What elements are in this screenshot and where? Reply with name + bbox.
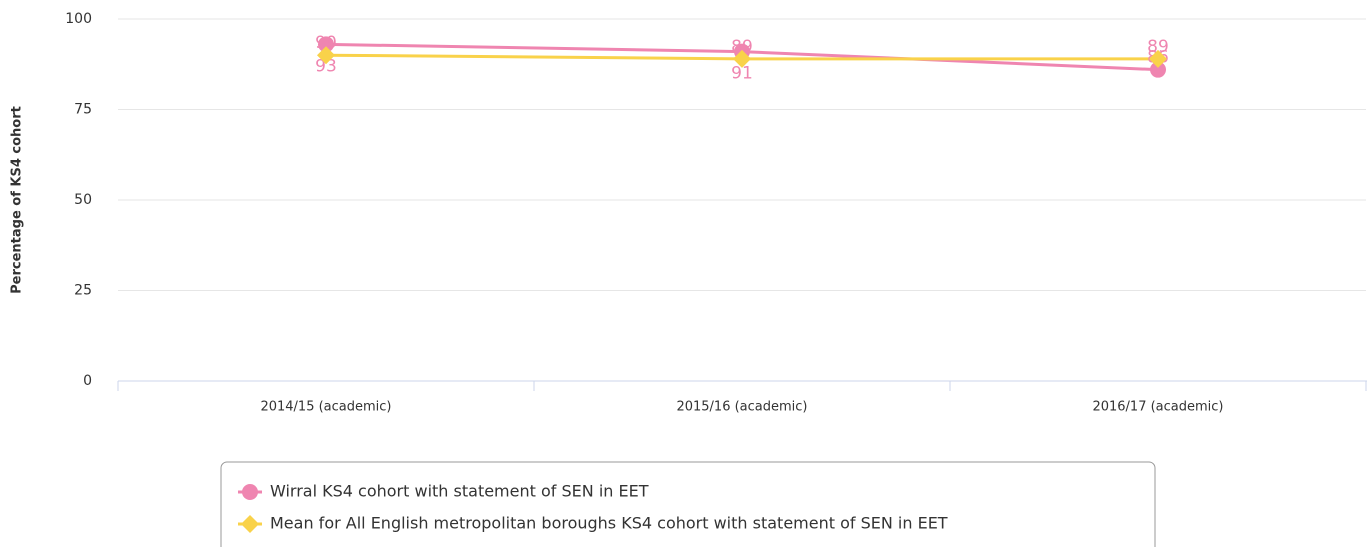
legend-marker bbox=[241, 515, 259, 533]
point bbox=[1149, 49, 1167, 68]
x-tick-label: 2014/15 (academic) bbox=[260, 400, 391, 415]
legend-marker bbox=[242, 484, 258, 500]
legend-label: Wirral KS4 cohort with statement of SEN … bbox=[270, 482, 649, 501]
data-label: 89 bbox=[731, 37, 753, 57]
point bbox=[318, 36, 334, 53]
data-label: 91 bbox=[731, 64, 753, 84]
y-tick-label: 75 bbox=[74, 102, 92, 118]
legend-box bbox=[220, 461, 1156, 547]
y-tick-label: 50 bbox=[74, 192, 92, 208]
y-tick-label: 100 bbox=[65, 11, 92, 27]
x-tick-label: 2016/17 (academic) bbox=[1092, 400, 1223, 415]
point bbox=[317, 46, 335, 65]
point bbox=[733, 49, 751, 68]
y-tick-label: 25 bbox=[74, 283, 92, 299]
point bbox=[1150, 61, 1166, 78]
x-tick-label: 2015/16 (academic) bbox=[676, 400, 807, 415]
data-label: 93 bbox=[315, 56, 337, 76]
y-axis-title: Percentage of KS4 cohort bbox=[10, 106, 25, 294]
y-tick-label: 0 bbox=[83, 373, 92, 389]
data-label: 90 bbox=[315, 33, 337, 53]
legend-label: Mean for All English metropolitan boroug… bbox=[270, 514, 948, 533]
data-label: 89 bbox=[1147, 37, 1169, 57]
